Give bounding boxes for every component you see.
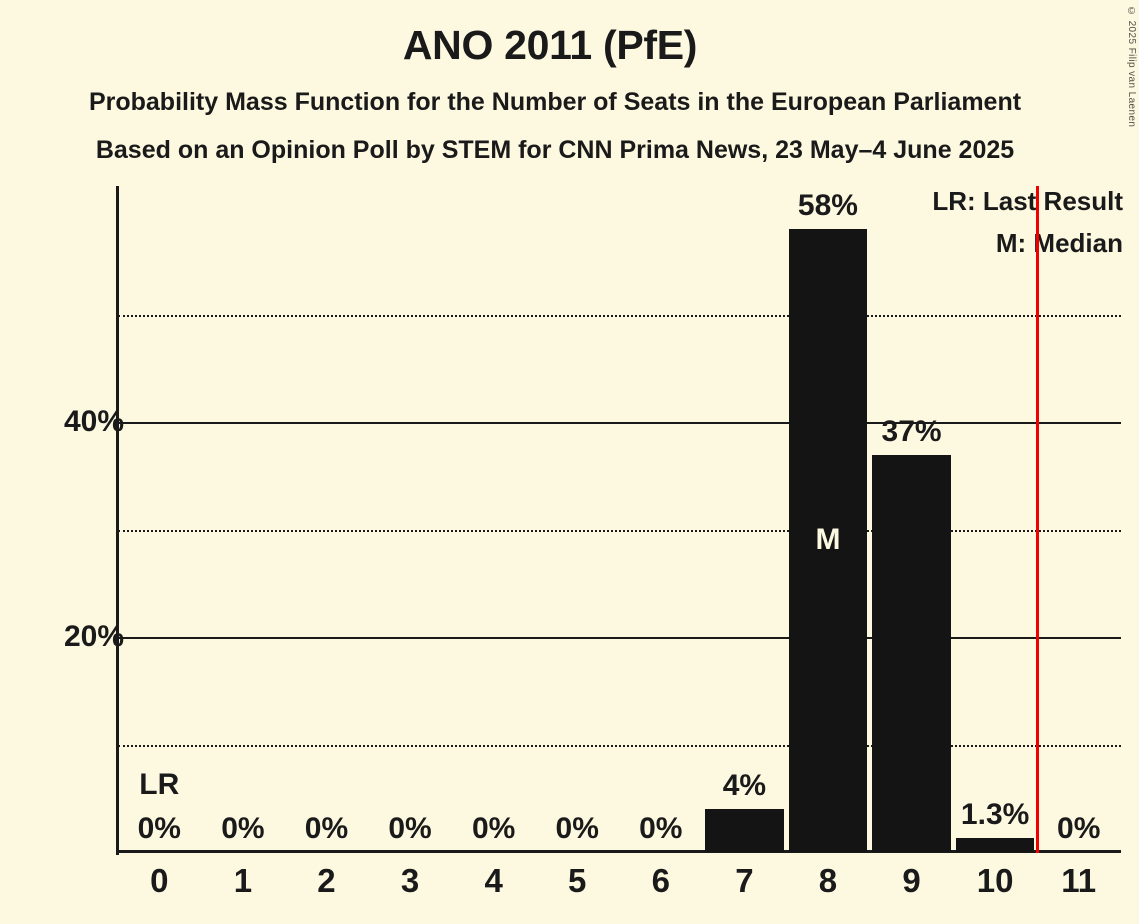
gridline-solid (118, 422, 1121, 425)
last-result-marker: LR (139, 768, 180, 801)
x-axis-tick-label-7: 7 (735, 862, 754, 899)
x-axis-tick-label-5: 5 (568, 862, 587, 899)
x-axis-tick-label-6: 6 (651, 862, 670, 899)
bar-value-label-9: 37% (881, 414, 942, 448)
gridline-solid (118, 637, 1121, 640)
median-threshold-line (1036, 186, 1040, 853)
gridline-dotted (118, 314, 1121, 317)
bar-value-label-1: 0% (221, 812, 265, 845)
bar-seat-9[interactable] (872, 454, 951, 852)
x-axis-tick-label-11: 11 (1061, 862, 1097, 899)
chart-title: ANO 2011 (PfE) (402, 22, 698, 68)
bar-value-label-8: 58% (797, 188, 858, 222)
legend-median: M: Median (995, 228, 1123, 258)
chart-subtitle-primary: Probability Mass Function for the Number… (88, 88, 1022, 116)
x-axis-tick-label-8: 8 (818, 862, 838, 899)
gridline-dotted (118, 744, 1121, 747)
bar-value-label-3: 0% (388, 812, 432, 845)
x-axis-tick-label-10: 10 (976, 862, 1014, 899)
bar-value-label-2: 0% (304, 812, 349, 845)
plot-area (118, 186, 1121, 852)
legend-last-result: LR: Last Result (932, 186, 1123, 216)
median-marker: M (815, 523, 841, 557)
bar-seat-7[interactable] (705, 809, 784, 852)
bar-value-label-10: 1.3% (960, 798, 1030, 832)
chart-subtitle-source: Based on an Opinion Poll by STEM for CNN… (95, 136, 1015, 164)
bar-value-label-7: 4% (722, 769, 767, 803)
bar-seat-10[interactable] (955, 838, 1035, 852)
bar-value-label-11: 0% (1057, 812, 1101, 845)
bar-value-label-4: 0% (471, 812, 516, 845)
gridline-dotted (118, 529, 1121, 532)
y-axis-tick-label: 40% (63, 405, 124, 439)
bar-value-label-5: 0% (555, 812, 599, 845)
bar-value-label-6: 0% (639, 812, 683, 845)
bar-seat-8[interactable] (788, 228, 868, 852)
x-axis-tick-label-4: 4 (484, 862, 503, 899)
y-axis-tick-label: 20% (63, 620, 124, 654)
x-axis-tick-label-9: 9 (902, 862, 921, 899)
copyright-notice: © 2025 Filip van Laenen (1126, 6, 1137, 128)
x-axis-line (116, 850, 1121, 853)
x-axis-tick-label-2: 2 (317, 862, 336, 899)
x-axis-tick-label-1: 1 (233, 862, 253, 899)
x-axis-tick-label-3: 3 (400, 862, 420, 899)
bar-value-label-0: 0% (137, 812, 181, 845)
y-axis-line (116, 186, 119, 855)
x-axis-tick-label-0: 0 (150, 862, 169, 899)
